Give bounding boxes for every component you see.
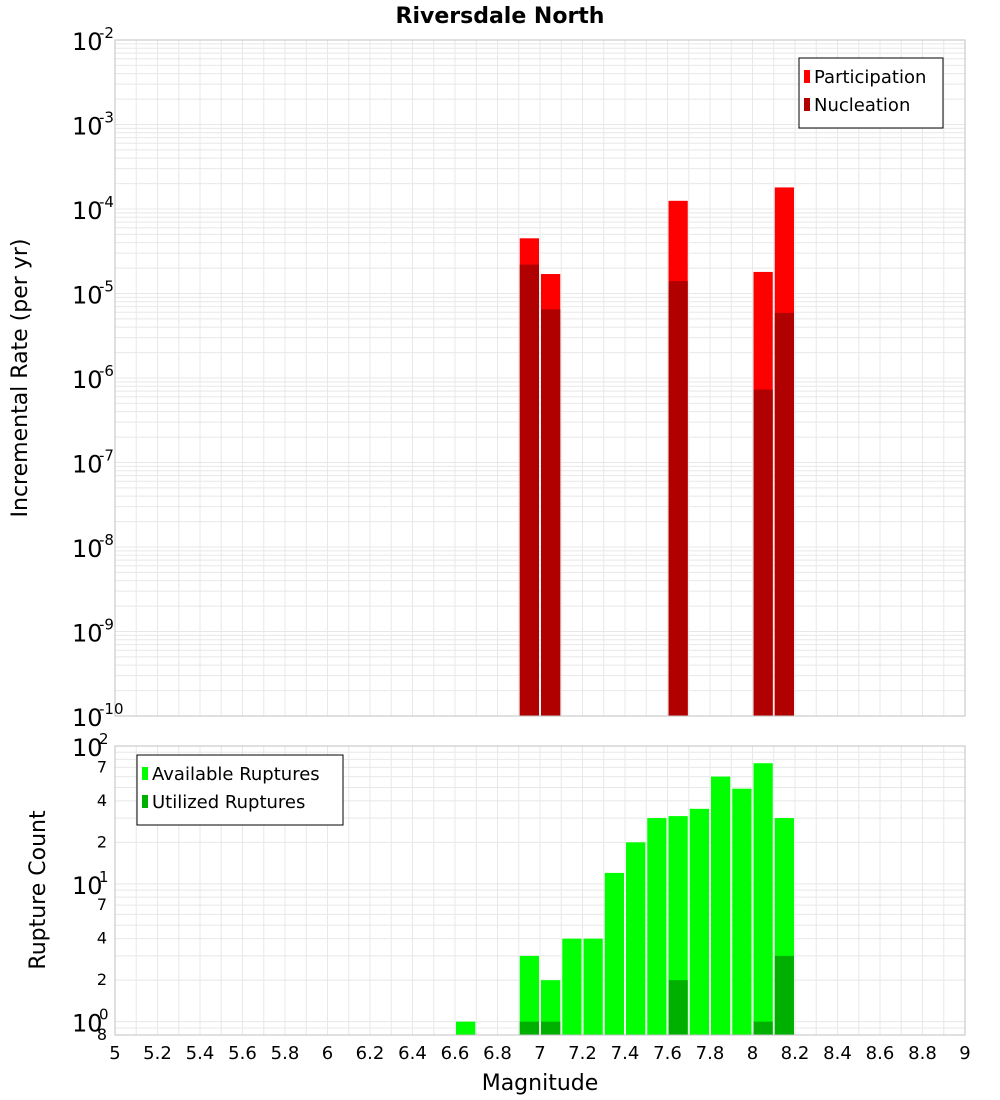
rate-y-tick-exponent: -4 bbox=[99, 193, 114, 211]
available-ruptures-bar bbox=[753, 763, 773, 1035]
count-y-minor-tick: 4 bbox=[97, 929, 107, 948]
x-tick-label: 8.4 bbox=[823, 1043, 852, 1064]
legend-utilized-ruptures-label: Utilized Ruptures bbox=[152, 792, 305, 813]
x-tick-label: 6.8 bbox=[483, 1043, 512, 1064]
legend-available-ruptures-swatch bbox=[142, 767, 148, 780]
available-ruptures-bar bbox=[604, 872, 624, 1035]
rate-y-tick-exponent: -7 bbox=[99, 447, 114, 465]
available-ruptures-bar bbox=[711, 776, 731, 1035]
nucleation-bar bbox=[541, 309, 561, 716]
nucleation-bar bbox=[753, 389, 773, 716]
count-y-minor-tick: 2 bbox=[97, 832, 107, 851]
x-tick-label: 7 bbox=[534, 1043, 545, 1064]
available-ruptures-bar bbox=[456, 1021, 476, 1035]
legend-box bbox=[136, 754, 344, 826]
nucleation-bar bbox=[774, 312, 794, 716]
x-tick-label: 8.2 bbox=[781, 1043, 810, 1064]
available-ruptures-bar bbox=[689, 808, 709, 1035]
count-y-tick-base: 10 bbox=[72, 1010, 103, 1038]
x-tick-label: 5.4 bbox=[186, 1043, 215, 1064]
utilized-ruptures-bar bbox=[668, 980, 688, 1035]
rate-y-tick-exponent: -2 bbox=[99, 24, 114, 42]
x-tick-label: 5.6 bbox=[228, 1043, 257, 1064]
count-y-minor-tick: 8 bbox=[97, 1025, 107, 1044]
x-tick-label: 5.2 bbox=[143, 1043, 172, 1064]
available-ruptures-bar bbox=[541, 980, 561, 1035]
rate-y-axis-label: Incremental Rate (per yr) bbox=[8, 239, 33, 518]
plot-frame bbox=[114, 39, 966, 717]
rate-y-tick-exponent: -5 bbox=[99, 278, 114, 296]
rate-y-tick-exponent: -9 bbox=[99, 616, 114, 634]
x-tick-label: 7.4 bbox=[611, 1043, 640, 1064]
available-ruptures-bar bbox=[562, 938, 582, 1035]
x-tick-label: 5.8 bbox=[271, 1043, 300, 1064]
legend-participation-label: Participation bbox=[814, 67, 926, 88]
rate-y-tick-exponent: -10 bbox=[99, 700, 124, 718]
nucleation-bar bbox=[668, 281, 688, 716]
count-y-tick-exponent: 0 bbox=[99, 1006, 109, 1024]
rate-y-tick-base: 10 bbox=[72, 197, 103, 225]
x-tick-label: 5 bbox=[109, 1043, 120, 1064]
utilized-ruptures-bar bbox=[753, 1021, 773, 1035]
legend-participation-swatch bbox=[804, 70, 810, 83]
rate-y-tick-exponent: -8 bbox=[99, 531, 114, 549]
utilized-ruptures-bar bbox=[519, 1021, 539, 1035]
legend-box bbox=[798, 57, 944, 129]
x-tick-label: 7.6 bbox=[653, 1043, 682, 1064]
legend-available-ruptures-label: Available Ruptures bbox=[152, 764, 320, 785]
available-ruptures-bar bbox=[583, 938, 603, 1035]
legend-nucleation-swatch bbox=[804, 98, 810, 111]
count-y-minor-tick: 7 bbox=[97, 895, 107, 914]
rate-y-tick-base: 10 bbox=[72, 366, 103, 394]
count-y-minor-tick: 7 bbox=[97, 757, 107, 776]
rate-y-tick-base: 10 bbox=[72, 282, 103, 310]
utilized-ruptures-bar bbox=[774, 955, 794, 1035]
x-tick-label: 7.8 bbox=[696, 1043, 725, 1064]
count-y-minor-tick: 4 bbox=[97, 791, 107, 810]
x-tick-label: 6.4 bbox=[398, 1043, 427, 1064]
count-y-axis-label: Rupture Count bbox=[26, 810, 51, 970]
x-tick-label: 7.2 bbox=[568, 1043, 597, 1064]
rate-y-tick-exponent: -6 bbox=[99, 362, 114, 380]
x-tick-label: 9 bbox=[959, 1043, 970, 1064]
rate-panel: 10-1010-910-810-710-610-510-410-310-2Par… bbox=[72, 24, 966, 732]
x-tick-label: 6 bbox=[322, 1043, 333, 1064]
x-tick-label: 8.8 bbox=[908, 1043, 937, 1064]
legend-nucleation-label: Nucleation bbox=[814, 95, 910, 116]
available-ruptures-bar bbox=[647, 818, 667, 1035]
available-ruptures-bar bbox=[732, 788, 752, 1035]
x-tick-label: 6.2 bbox=[356, 1043, 385, 1064]
count-y-minor-tick: 2 bbox=[97, 970, 107, 989]
x-tick-label: 8 bbox=[747, 1043, 758, 1064]
available-ruptures-bar bbox=[626, 842, 646, 1035]
x-axis-label: Magnitude bbox=[482, 1071, 599, 1096]
plot-frame bbox=[114, 745, 966, 1036]
x-tick-label: 8.6 bbox=[866, 1043, 895, 1064]
rate-y-tick-base: 10 bbox=[72, 535, 103, 563]
available-ruptures-bar bbox=[519, 955, 539, 1035]
utilized-ruptures-bar bbox=[541, 1021, 561, 1035]
legend-utilized-ruptures-swatch bbox=[142, 795, 148, 808]
count-y-tick-base: 10 bbox=[72, 734, 103, 762]
rate-y-tick-exponent: -3 bbox=[99, 109, 114, 127]
rate-y-tick-base: 10 bbox=[72, 451, 103, 479]
x-tick-label: 6.6 bbox=[441, 1043, 470, 1064]
count-y-tick-base: 10 bbox=[72, 872, 103, 900]
rate-y-tick-base: 10 bbox=[72, 620, 103, 648]
rate-y-tick-base: 10 bbox=[72, 28, 103, 56]
chart-title: Riversdale North bbox=[396, 4, 605, 29]
count-y-tick-exponent: 2 bbox=[99, 730, 109, 748]
rate-y-tick-base: 10 bbox=[72, 704, 103, 732]
nucleation-bar bbox=[519, 264, 539, 716]
rate-y-tick-base: 10 bbox=[72, 113, 103, 141]
count-y-tick-exponent: 1 bbox=[99, 868, 109, 886]
